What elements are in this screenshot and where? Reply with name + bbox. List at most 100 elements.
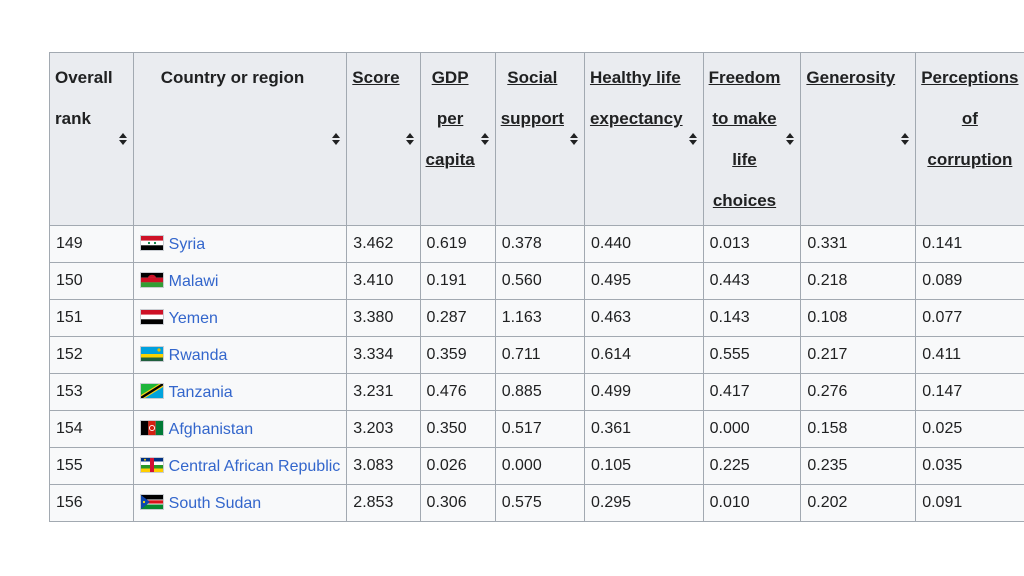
table-row: 155 Central African Republic 3.083 0.026 0.0… xyxy=(50,448,1024,485)
health-cell: 0.495 xyxy=(584,263,703,300)
column-header-freedom[interactable]: Freedom to make life choices xyxy=(703,53,801,226)
header-link-line[interactable]: capita xyxy=(426,150,475,169)
country-cell: Afghanistan xyxy=(133,411,347,448)
header-link-line[interactable]: life xyxy=(732,150,757,169)
central-african-republic-flag-icon[interactable] xyxy=(140,457,164,473)
tanzania-flag-icon[interactable] xyxy=(140,383,164,399)
rank-cell: 149 xyxy=(50,226,134,263)
corruption-cell: 0.025 xyxy=(916,411,1024,448)
country-link[interactable]: Syria xyxy=(169,236,205,253)
header-link-line[interactable]: GDP xyxy=(432,68,469,87)
score-cell: 3.334 xyxy=(347,337,420,374)
corruption-cell: 0.091 xyxy=(916,485,1024,522)
rankings-table-container: Overall rank Country or region Score GDP… xyxy=(49,52,1024,522)
freedom-cell: 0.417 xyxy=(703,374,801,411)
column-header-score[interactable]: Score xyxy=(347,53,420,226)
generosity-cell: 0.235 xyxy=(801,448,916,485)
rank-cell: 152 xyxy=(50,337,134,374)
country-link[interactable]: Yemen xyxy=(169,310,218,327)
generosity-cell: 0.218 xyxy=(801,263,916,300)
score-cell: 3.231 xyxy=(347,374,420,411)
sort-icon[interactable] xyxy=(119,131,127,147)
column-header-country[interactable]: Country or region xyxy=(133,53,347,226)
gdp-cell: 0.476 xyxy=(420,374,495,411)
table-row: 150 Malawi 3.410 0.191 0.560 0.495 0.443 0.218 0… xyxy=(50,263,1024,300)
social-cell: 0.517 xyxy=(495,411,584,448)
column-header-gdp-per-capita[interactable]: GDP per capita xyxy=(420,53,495,226)
health-cell: 0.614 xyxy=(584,337,703,374)
table-row: 151 Yemen 3.380 0.287 1.163 0.463 0.143 0.108 0.… xyxy=(50,300,1024,337)
country-cell: Syria xyxy=(133,226,347,263)
rank-cell: 155 xyxy=(50,448,134,485)
south-sudan-flag-icon[interactable] xyxy=(140,494,164,510)
column-header-generosity[interactable]: Generosity xyxy=(801,53,916,226)
health-cell: 0.361 xyxy=(584,411,703,448)
header-link-line[interactable]: Perceptions xyxy=(921,68,1018,87)
header-label: Country or region xyxy=(161,68,305,87)
country-link[interactable]: Malawi xyxy=(169,273,219,290)
rwanda-flag-icon[interactable] xyxy=(140,346,164,362)
happiness-rankings-table: Overall rank Country or region Score GDP… xyxy=(49,52,1024,522)
table-body: 149 Syria 3.462 0.619 0.378 0.440 0.013 0.331 0.… xyxy=(50,226,1024,522)
sort-icon[interactable] xyxy=(332,131,340,147)
country-link[interactable]: Tanzania xyxy=(169,384,233,401)
gdp-cell: 0.619 xyxy=(420,226,495,263)
sort-icon[interactable] xyxy=(901,131,909,147)
country-link[interactable]: Afghanistan xyxy=(169,421,254,438)
country-cell: Tanzania xyxy=(133,374,347,411)
gdp-cell: 0.350 xyxy=(420,411,495,448)
column-header-social-support[interactable]: Social support xyxy=(495,53,584,226)
social-cell: 0.560 xyxy=(495,263,584,300)
social-cell: 0.711 xyxy=(495,337,584,374)
header-link-line[interactable]: corruption xyxy=(927,150,1012,169)
gdp-cell: 0.306 xyxy=(420,485,495,522)
header-link-line[interactable]: per xyxy=(437,109,463,128)
social-cell: 1.163 xyxy=(495,300,584,337)
column-header-healthy-life-expectancy[interactable]: Healthy life expectancy xyxy=(584,53,703,226)
rank-cell: 153 xyxy=(50,374,134,411)
health-cell: 0.463 xyxy=(584,300,703,337)
social-cell: 0.378 xyxy=(495,226,584,263)
health-cell: 0.105 xyxy=(584,448,703,485)
sort-icon[interactable] xyxy=(481,131,489,147)
table-row: 149 Syria 3.462 0.619 0.378 0.440 0.013 0.331 0.… xyxy=(50,226,1024,263)
header-label-line: Overall xyxy=(55,68,113,87)
gdp-cell: 0.026 xyxy=(420,448,495,485)
sort-icon[interactable] xyxy=(786,131,794,147)
syria-flag-icon[interactable] xyxy=(140,235,164,251)
freedom-cell: 0.555 xyxy=(703,337,801,374)
country-link[interactable]: South Sudan xyxy=(169,495,262,512)
generosity-cell: 0.108 xyxy=(801,300,916,337)
freedom-cell: 0.225 xyxy=(703,448,801,485)
rank-cell: 156 xyxy=(50,485,134,522)
column-header-perceptions-of-corruption[interactable]: Perceptions of corruption xyxy=(916,53,1024,226)
generosity-cell: 0.276 xyxy=(801,374,916,411)
header-link-line[interactable]: Healthy life xyxy=(590,68,681,87)
country-link[interactable]: Rwanda xyxy=(169,347,228,364)
rank-cell: 150 xyxy=(50,263,134,300)
yemen-flag-icon[interactable] xyxy=(140,309,164,325)
header-link-line[interactable]: of xyxy=(962,109,978,128)
header-link-line[interactable]: support xyxy=(501,109,564,128)
health-cell: 0.499 xyxy=(584,374,703,411)
gdp-cell: 0.359 xyxy=(420,337,495,374)
country-link[interactable]: Central African Republic xyxy=(169,458,341,475)
header-link-line[interactable]: to make xyxy=(712,109,776,128)
sort-icon[interactable] xyxy=(406,131,414,147)
column-header-overall-rank[interactable]: Overall rank xyxy=(50,53,134,226)
sort-icon[interactable] xyxy=(570,131,578,147)
header-link-line[interactable]: expectancy xyxy=(590,109,683,128)
header-link-line[interactable]: choices xyxy=(713,191,776,210)
header-link-line[interactable]: Freedom xyxy=(709,68,781,87)
generosity-cell: 0.158 xyxy=(801,411,916,448)
country-cell: Yemen xyxy=(133,300,347,337)
header-link-line[interactable]: Social xyxy=(507,68,557,87)
afghanistan-flag-icon[interactable] xyxy=(140,420,164,436)
malawi-flag-icon[interactable] xyxy=(140,272,164,288)
header-link[interactable]: Score xyxy=(352,68,399,87)
header-link[interactable]: Generosity xyxy=(806,68,895,87)
corruption-cell: 0.077 xyxy=(916,300,1024,337)
sort-icon[interactable] xyxy=(689,131,697,147)
score-cell: 2.853 xyxy=(347,485,420,522)
generosity-cell: 0.331 xyxy=(801,226,916,263)
